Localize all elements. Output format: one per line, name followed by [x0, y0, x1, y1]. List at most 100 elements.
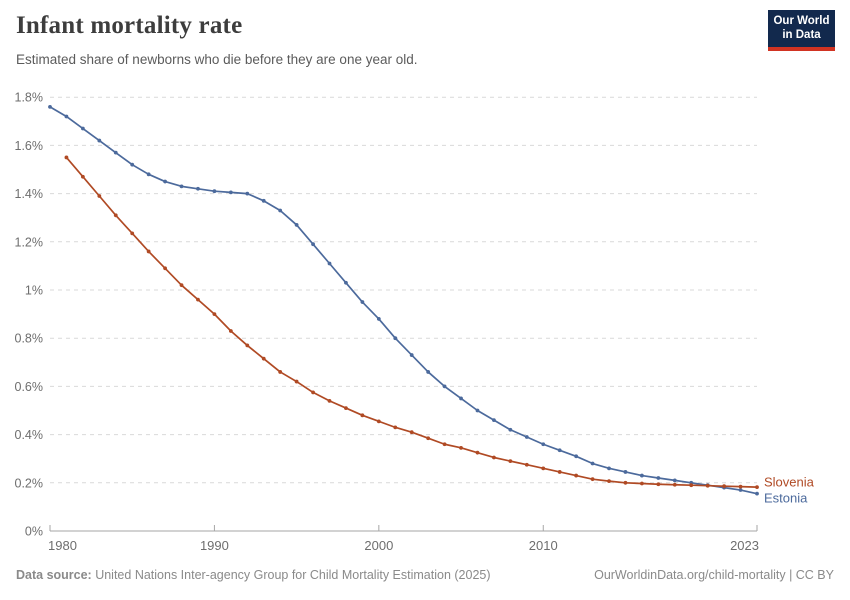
data-point-slovenia: [130, 231, 135, 236]
data-point-slovenia: [261, 356, 266, 361]
data-point-slovenia: [640, 481, 644, 486]
series-label-slovenia[interactable]: Slovenia: [764, 474, 815, 489]
x-axis-tick-label: 2010: [529, 538, 558, 553]
data-point-estonia: [755, 491, 759, 496]
y-axis-tick-label: 1.2%: [15, 235, 44, 249]
x-axis-tick-label: 2023: [730, 538, 759, 553]
data-point-estonia: [524, 435, 529, 439]
data-point-slovenia: [442, 442, 447, 447]
data-point-estonia: [48, 104, 52, 109]
data-point-slovenia: [475, 450, 480, 455]
owid-logo[interactable]: Our World in Data: [768, 10, 835, 51]
data-point-estonia: [294, 223, 299, 227]
data-point-estonia: [640, 473, 644, 478]
data-point-slovenia: [524, 462, 529, 467]
data-point-estonia: [672, 478, 677, 483]
y-axis-tick-label: 1.6%: [15, 139, 44, 153]
y-axis-tick-label: 0.4%: [15, 428, 44, 442]
data-point-slovenia: [738, 484, 743, 489]
data-point-estonia: [130, 162, 135, 167]
data-point-slovenia: [97, 194, 102, 198]
data-point-slovenia: [393, 425, 398, 430]
data-point-estonia: [344, 280, 348, 285]
data-point-slovenia: [459, 445, 463, 450]
data-point-slovenia: [755, 485, 759, 490]
data-point-estonia: [212, 189, 217, 194]
data-point-estonia: [376, 317, 381, 321]
x-axis-tick-label: 2000: [364, 538, 393, 553]
data-point-slovenia: [360, 413, 365, 418]
data-point-estonia: [541, 442, 546, 447]
logo-line1: Our World: [773, 15, 830, 27]
logo-line2: in Data: [782, 28, 821, 41]
data-point-estonia: [64, 114, 69, 119]
data-point-slovenia: [327, 398, 332, 403]
series-line-slovenia: [65, 156, 758, 488]
data-point-estonia: [656, 476, 661, 480]
data-point-estonia: [738, 488, 743, 492]
data-point-estonia: [97, 138, 102, 143]
data-point-estonia: [228, 190, 233, 195]
series-label-estonia[interactable]: Estonia: [764, 490, 808, 505]
data-point-slovenia: [294, 379, 299, 384]
y-axis-tick-label: 1.8%: [15, 91, 44, 105]
y-axis-tick-label: 0.8%: [15, 332, 44, 346]
y-axis-tick-label: 1%: [25, 284, 43, 298]
data-point-estonia: [426, 370, 431, 374]
data-point-slovenia: [557, 470, 562, 474]
data-point-slovenia: [163, 266, 167, 271]
data-point-estonia: [196, 186, 200, 191]
data-point-slovenia: [623, 480, 628, 485]
data-source-label: Data source:: [16, 568, 92, 582]
data-point-slovenia: [228, 329, 233, 333]
data-point-estonia: [508, 427, 513, 432]
data-point-estonia: [574, 454, 579, 459]
x-axis-tick-label: 1980: [48, 538, 77, 553]
data-point-slovenia: [426, 436, 431, 441]
data-point-estonia: [475, 408, 480, 413]
data-point-slovenia: [508, 459, 513, 464]
data-point-slovenia: [245, 343, 250, 348]
data-point-estonia: [393, 336, 398, 341]
data-point-estonia: [80, 126, 85, 131]
x-axis-tick-label: 1990: [200, 538, 229, 553]
data-point-estonia: [113, 150, 118, 155]
data-point-estonia: [146, 172, 151, 177]
data-point-estonia: [459, 396, 463, 401]
data-point-slovenia: [656, 482, 661, 487]
data-point-slovenia: [689, 483, 694, 488]
data-point-estonia: [261, 198, 266, 203]
data-point-slovenia: [541, 466, 546, 471]
data-point-estonia: [492, 418, 496, 423]
data-point-slovenia: [80, 174, 85, 179]
data-point-slovenia: [64, 155, 69, 160]
data-point-estonia: [607, 466, 611, 471]
data-point-slovenia: [212, 312, 217, 316]
data-point-slovenia: [492, 455, 496, 460]
data-point-estonia: [557, 448, 562, 453]
data-point-estonia: [409, 353, 414, 357]
chart-subtitle: Estimated share of newborns who die befo…: [16, 52, 418, 67]
series-line-estonia: [49, 106, 758, 495]
y-axis-tick-label: 1.4%: [15, 187, 44, 201]
data-source-note: Data source: United Nations Inter-agency…: [16, 568, 491, 582]
data-point-slovenia: [179, 283, 184, 288]
data-point-slovenia: [146, 249, 151, 254]
data-point-slovenia: [607, 479, 611, 484]
owid-link[interactable]: OurWorldinData.org/child-mortality | CC …: [594, 568, 834, 582]
data-point-slovenia: [705, 483, 710, 488]
data-point-estonia: [179, 184, 184, 189]
y-axis-tick-label: 0%: [25, 525, 43, 539]
data-point-estonia: [327, 261, 332, 266]
y-axis-tick-label: 0.6%: [15, 380, 44, 394]
data-point-slovenia: [574, 473, 579, 478]
data-point-estonia: [442, 384, 447, 389]
data-point-slovenia: [376, 419, 381, 424]
data-point-slovenia: [311, 390, 315, 395]
data-point-slovenia: [196, 297, 200, 302]
data-point-slovenia: [113, 213, 118, 218]
data-point-estonia: [360, 300, 365, 304]
page-title: Infant mortality rate: [16, 12, 243, 39]
data-point-slovenia: [590, 477, 595, 482]
